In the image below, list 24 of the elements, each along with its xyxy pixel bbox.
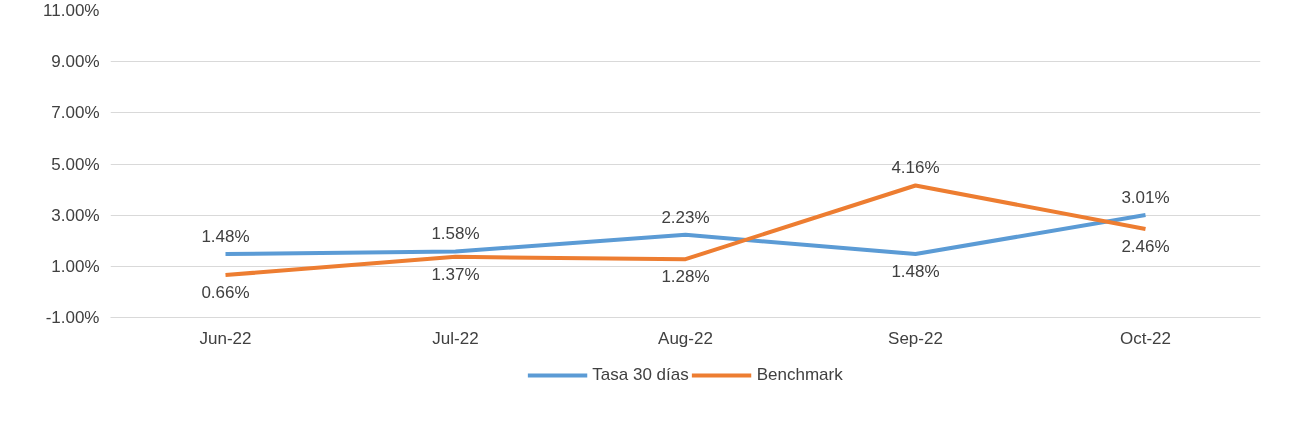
x-tick-label: Aug-22 bbox=[658, 328, 713, 348]
legend-label: Tasa 30 días bbox=[592, 365, 689, 385]
y-tick-label: 9.00% bbox=[51, 52, 100, 72]
x-tick-label: Oct-22 bbox=[1119, 328, 1172, 348]
data-label: 3.01% bbox=[1121, 187, 1170, 207]
y-tick-label: 7.00% bbox=[51, 103, 100, 123]
x-tick-label: Jul-22 bbox=[432, 328, 479, 348]
data-label: 2.46% bbox=[1121, 236, 1170, 256]
data-label: 1.48% bbox=[201, 227, 250, 247]
y-tick-label: 11.00% bbox=[43, 1, 100, 20]
y-tick-label: 1.00% bbox=[51, 256, 100, 276]
legend-label: Benchmark bbox=[756, 365, 843, 385]
x-tick-label: Jun-22 bbox=[199, 328, 252, 348]
data-label: 0.66% bbox=[201, 283, 250, 303]
data-label: 1.37% bbox=[431, 264, 480, 284]
data-label: 1.28% bbox=[661, 267, 710, 287]
data-label: 2.23% bbox=[661, 207, 710, 227]
y-tick-label: 3.00% bbox=[51, 205, 100, 225]
data-label: 4.16% bbox=[891, 158, 940, 178]
y-tick-label: 5.00% bbox=[51, 154, 100, 174]
y-tick-label: -1.00% bbox=[45, 308, 100, 327]
data-label: 1.48% bbox=[891, 262, 940, 282]
x-tick-label: Sep-22 bbox=[888, 328, 943, 348]
data-label: 1.58% bbox=[431, 224, 480, 244]
